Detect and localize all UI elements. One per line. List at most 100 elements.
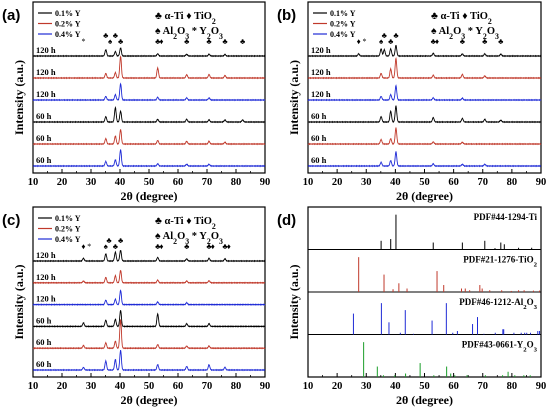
panel-letter: (c) — [2, 212, 20, 229]
x-tick-label: 30 — [86, 381, 97, 392]
phase-mark: ♣ — [240, 37, 246, 46]
legend-entry: 0.1% Y — [55, 9, 81, 18]
x-tick-label: 90 — [260, 177, 271, 188]
pdf-label: PDF#44-1294-Ti — [474, 212, 538, 222]
pdf-label: PDF#43-0661-Y2O3 — [462, 340, 538, 354]
x-tick-label: 60 — [173, 177, 184, 188]
y-axis-label: Intensity (a.u.) — [287, 60, 301, 135]
x-tick-label: 70 — [202, 177, 213, 188]
xrd-curve — [32, 129, 266, 146]
legend-entry: 0.4% Y — [55, 30, 81, 39]
curve-label: 60 h — [36, 359, 52, 369]
phase-mark: ♣ — [222, 37, 228, 46]
panel-letter: (d) — [277, 212, 296, 229]
x-tick-label: 80 — [507, 381, 518, 392]
xrd-curve — [32, 350, 266, 372]
x-tick-label: 30 — [361, 381, 372, 392]
xrd-curve — [32, 249, 266, 263]
panel-letter: (b) — [277, 7, 296, 24]
phase-mark: ♣ — [388, 37, 394, 46]
x-tick-label: 90 — [260, 381, 271, 392]
phase-mark: ♣ — [103, 31, 109, 40]
phase-legend-line1: ♣ α-Ti ♦ TiO2 — [155, 11, 216, 26]
xrd-curve — [307, 56, 542, 80]
phase-legend-line1: ♣ α-Ti ♦ TiO2 — [155, 216, 216, 231]
x-tick-label: 60 — [173, 381, 184, 392]
phase-mark: ♠ — [108, 37, 113, 46]
x-tick-label: 20 — [332, 177, 343, 188]
x-tick-label: 70 — [202, 381, 213, 392]
legend-entry: 0.2% Y — [55, 20, 81, 29]
x-tick-label: 10 — [28, 381, 39, 392]
xrd-curve — [307, 44, 542, 58]
phase-mark: ♣ — [206, 242, 212, 251]
curve-label: 60 h — [36, 315, 52, 325]
phase-mark: ♣ — [184, 242, 190, 251]
xrd-curve — [32, 149, 266, 168]
phase-mark: ♣ — [106, 236, 112, 245]
y-axis-label: Intensity (a.u.) — [287, 264, 301, 339]
legend-entry: 0.2% Y — [330, 20, 356, 29]
x-tick-label: 40 — [390, 381, 401, 392]
x-axis-label: 2θ (degree) — [120, 393, 177, 407]
phase-mark: * — [81, 37, 85, 46]
x-tick-label: 50 — [419, 381, 430, 392]
panel-3: (c) 10 20 30 40 50 60 70 80 90 2θ (degree) Intensit… — [2, 206, 271, 407]
x-tick-label: 90 — [536, 381, 547, 392]
phase-mark: ♦ — [159, 37, 163, 46]
curve-label: 60 h — [36, 111, 52, 121]
legend-entry: 0.4% Y — [330, 30, 356, 39]
phase-mark: ♣ — [206, 37, 212, 46]
x-tick-label: 70 — [478, 381, 489, 392]
x-tick-label: 40 — [115, 177, 126, 188]
curve-label: 120 h — [36, 250, 56, 260]
phase-mark: * — [363, 37, 367, 46]
xrd-curve — [32, 47, 266, 58]
xrd-curve — [307, 105, 542, 124]
curve-label: 120 h — [36, 294, 56, 304]
x-tick-label: 50 — [419, 177, 430, 188]
x-tick-label: 40 — [390, 177, 401, 188]
phase-mark: ♠ — [104, 242, 109, 251]
x-tick-label: 10 — [28, 177, 39, 188]
xrd-curve — [32, 310, 266, 328]
phase-mark: ♦ — [81, 242, 85, 251]
phase-mark: ♦ — [211, 242, 215, 251]
x-tick-label: 20 — [332, 381, 343, 392]
phase-mark: ♣ — [155, 242, 161, 251]
xrd-curve — [32, 269, 266, 285]
phase-legend-line1: ♣ α-Ti ♦ TiO2 — [431, 11, 492, 26]
legend-entry: 0.1% Y — [55, 214, 81, 223]
x-axis-label: 2θ (degree) — [120, 189, 177, 203]
phase-mark: ♣ — [393, 31, 399, 40]
xrd-curve — [32, 55, 266, 80]
curve-label: 60 h — [36, 133, 52, 143]
phase-mark: ♣ — [498, 37, 504, 46]
phase-mark: ♣ — [184, 37, 190, 46]
curve-label: 120 h — [36, 67, 56, 77]
curve-label: 60 h — [36, 337, 52, 347]
phase-legend-line2: ♠ Al2O3 * Y2O3 — [155, 26, 223, 41]
x-tick-label: 80 — [507, 177, 518, 188]
curve-label: 120 h — [311, 45, 331, 55]
x-tick-label: 60 — [448, 177, 459, 188]
xrd-curve — [32, 82, 266, 102]
curve-label: 60 h — [311, 133, 327, 143]
pdf-label: PDF#46-1212-Al2O3 — [459, 297, 537, 311]
legend-entry: 0.4% Y — [55, 235, 81, 244]
legend-entry: 0.2% Y — [55, 225, 81, 234]
x-tick-label: 60 — [448, 381, 459, 392]
curve-label: 60 h — [311, 111, 327, 121]
phase-mark: * — [87, 242, 91, 251]
x-tick-label: 20 — [57, 381, 68, 392]
x-tick-label: 90 — [536, 177, 547, 188]
pdf-label: PDF#21-1276-TiO2 — [463, 255, 537, 269]
panel-letter: (a) — [2, 7, 20, 24]
x-tick-label: 20 — [57, 177, 68, 188]
phase-mark: ♣ — [113, 31, 119, 40]
x-tick-label: 30 — [361, 177, 372, 188]
phase-mark: ♦ — [357, 37, 361, 46]
phase-mark: ♦ — [227, 242, 231, 251]
phase-mark: ♠ — [379, 37, 384, 46]
x-tick-label: 40 — [115, 381, 126, 392]
